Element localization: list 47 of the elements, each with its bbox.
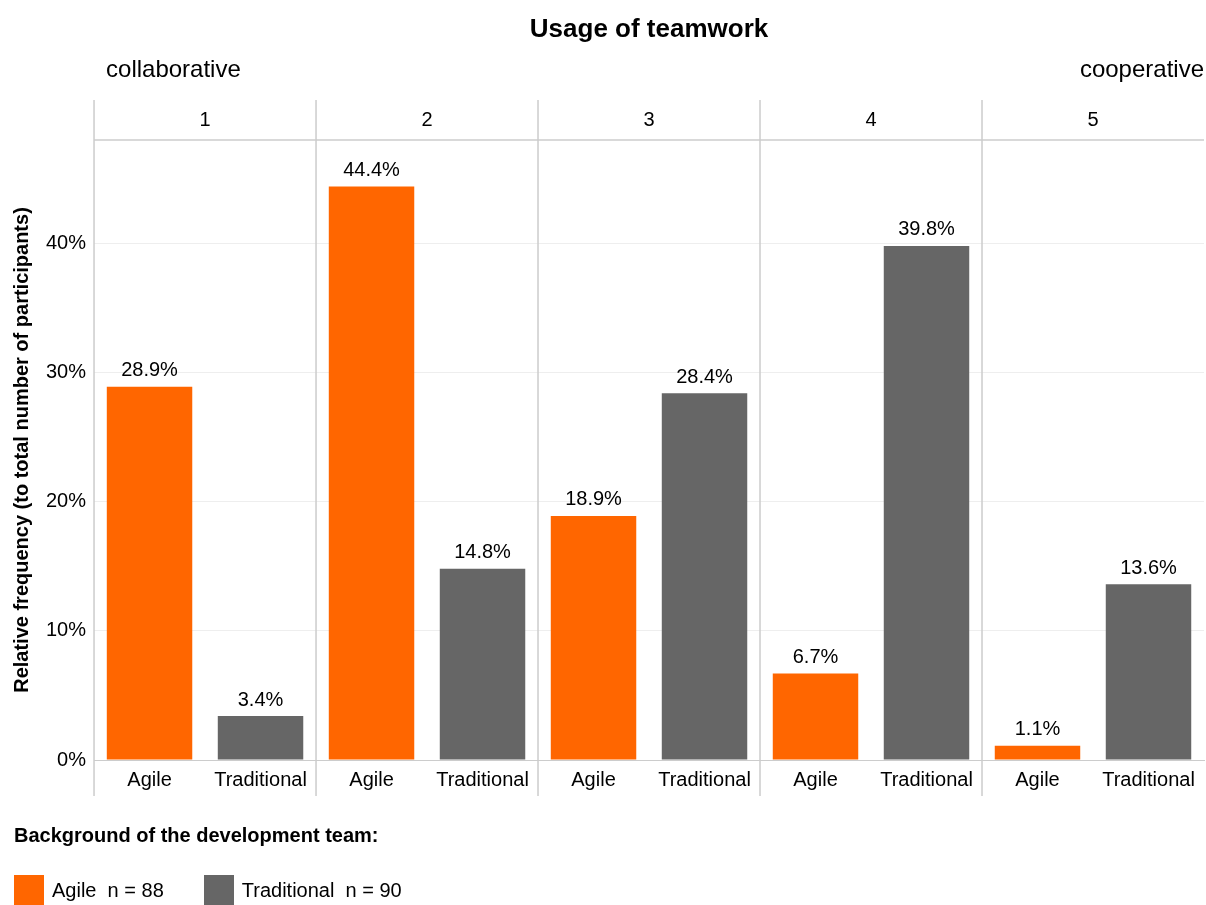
text: cooperative [1079, 54, 1204, 82]
legend-title: Background of the development team: [14, 824, 380, 847]
bar [439, 568, 526, 760]
y-tick-label: 40% [46, 230, 87, 253]
bar [106, 386, 193, 760]
x-tick-label: Agile [349, 767, 394, 790]
legend-label: Traditional n = 90 [241, 878, 402, 902]
data-label: 18.9% [565, 487, 623, 510]
x-tick-label: Traditional [214, 767, 307, 790]
data-label: 3.4% [237, 687, 284, 710]
y-tick-label: 0% [57, 747, 87, 770]
text: 5 [1087, 107, 1099, 130]
data-label: 28.4% [676, 364, 734, 387]
bar [883, 245, 970, 760]
bar [994, 745, 1081, 760]
x-tick-label: Traditional [436, 767, 529, 790]
x-tick-label: Agile [571, 767, 616, 790]
data-label: 44.4% [343, 158, 401, 181]
legend-label: Agile n = 88 [52, 878, 164, 902]
y-tick-label: 30% [46, 360, 87, 383]
text: collaborative [106, 54, 241, 82]
x-tick-label: Agile [127, 767, 172, 790]
bar [217, 716, 304, 760]
bar [772, 673, 859, 760]
y-axis-title: Relative frequency (to total number of participants) [9, 207, 32, 693]
chart-title: Usage of teamwork [529, 13, 769, 44]
y-tick-label: 10% [46, 618, 87, 641]
bar [1105, 584, 1192, 760]
x-tick-label: Agile [793, 767, 838, 790]
bar [661, 393, 748, 760]
x-tick-label: Traditional [1102, 767, 1195, 790]
bar [328, 186, 415, 760]
bar [550, 515, 637, 760]
text: 1 [199, 107, 211, 130]
text: 2 [421, 107, 433, 130]
data-label: 13.6% [1120, 555, 1178, 578]
data-label: 14.8% [454, 540, 512, 563]
data-label: 39.8% [898, 217, 956, 240]
data-label: 1.1% [1014, 717, 1061, 740]
x-tick-label: Traditional [880, 767, 973, 790]
x-tick-label: Agile [1015, 767, 1060, 790]
y-tick-label: 20% [46, 489, 87, 512]
x-tick-label: Traditional [658, 767, 751, 790]
data-label: 6.7% [792, 644, 839, 667]
data-label: 28.9% [121, 358, 179, 381]
text: 3 [643, 107, 655, 130]
text: 4 [865, 107, 877, 130]
